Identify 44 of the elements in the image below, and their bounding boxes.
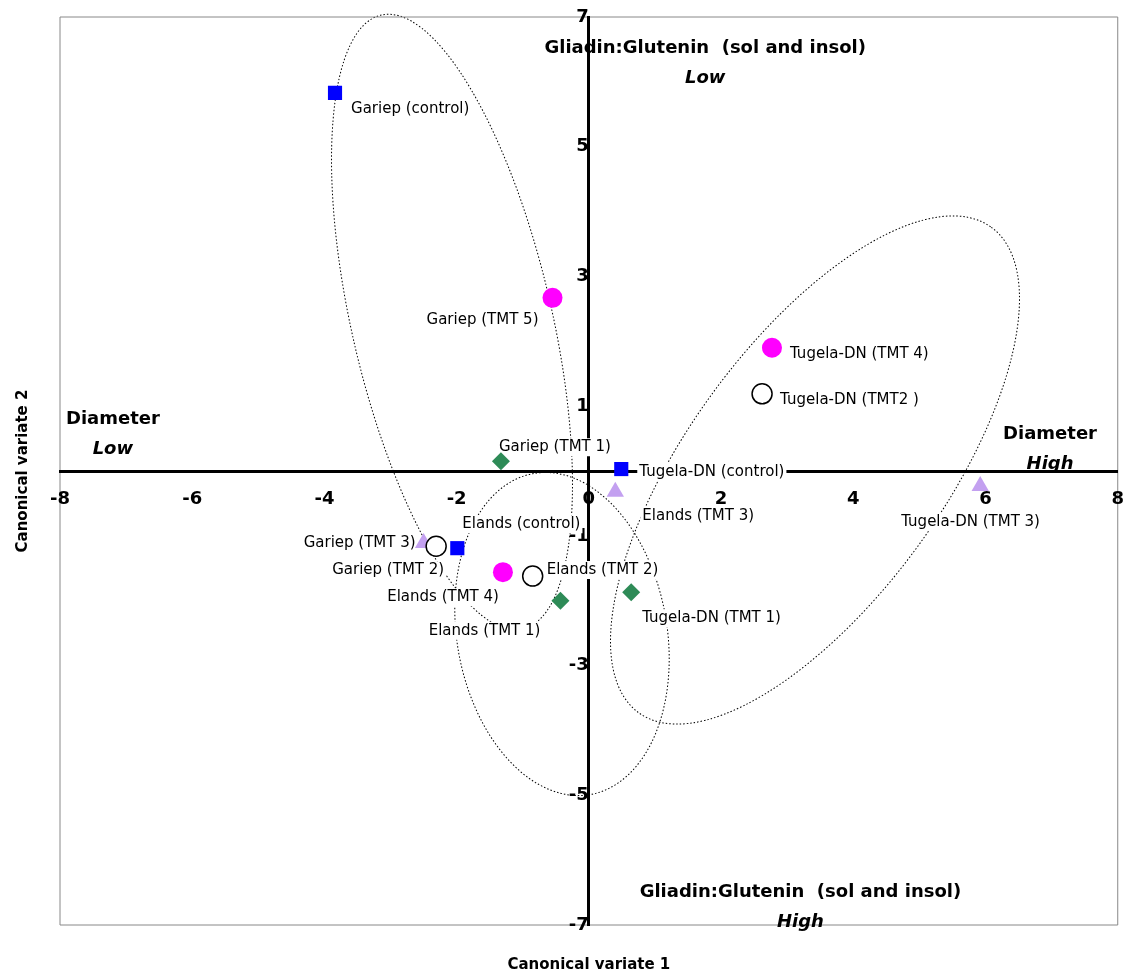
y-tick-label: 1	[576, 393, 589, 415]
x-tick-label: -8	[50, 487, 70, 509]
annotation: Gliadin:Glutenin (sol and insol) High	[639, 879, 962, 931]
point	[425, 535, 447, 557]
x-tick-label: 8	[1111, 487, 1124, 509]
data-label: Tugela-DN (TMT2 )	[779, 389, 919, 408]
point	[492, 562, 513, 583]
x-tick-label: -6	[182, 487, 203, 509]
point	[614, 461, 629, 477]
data-label: Elands (TMT 1)	[428, 620, 541, 639]
data-label: Tugela-DN (TMT 1)	[641, 608, 781, 627]
data-label: Tugela-DN (TMT 3)	[900, 511, 1040, 530]
y-tick-label: -7	[568, 912, 589, 934]
data-label: Gariep (TMT 5)	[426, 309, 539, 328]
point	[542, 287, 563, 308]
x-tick-label: -2	[446, 487, 467, 509]
annotation: Diameter Low	[65, 406, 160, 458]
y-tick-label: 3	[576, 264, 589, 286]
y-tick-label: 7	[576, 4, 589, 26]
y-tick-label: -3	[568, 653, 589, 675]
x-tick-label: 4	[847, 487, 860, 509]
data-label: Gariep (TMT 2)	[332, 560, 445, 579]
point	[622, 583, 641, 602]
point	[327, 85, 343, 100]
y-axis-title: Canonical variate 2	[12, 389, 31, 553]
x-tick-label: 6	[979, 487, 992, 509]
x-tick-label: -4	[314, 487, 335, 509]
data-label: Elands (TMT 3)	[642, 505, 755, 524]
data-label: Elands (TMT 4)	[387, 587, 499, 606]
data-label: Tugela-DN (control)	[638, 461, 785, 480]
y-tick-label: 5	[576, 134, 589, 156]
point	[551, 591, 570, 610]
data-label: Tugela-DN (TMT 4)	[788, 343, 929, 362]
point	[521, 565, 544, 587]
data-label: Gariep (control)	[351, 98, 470, 117]
y-tick-label: -5	[568, 782, 589, 804]
data-label: Elands (TMT 2)	[546, 559, 659, 578]
data-label: Gariep (TMT 1)	[498, 437, 611, 456]
data-label: Gariep (TMT 3)	[303, 532, 416, 551]
point	[751, 383, 773, 405]
point	[491, 452, 510, 471]
point	[761, 337, 782, 358]
x-axis-title: Canonical variate 1	[507, 954, 671, 973]
point	[450, 541, 465, 556]
